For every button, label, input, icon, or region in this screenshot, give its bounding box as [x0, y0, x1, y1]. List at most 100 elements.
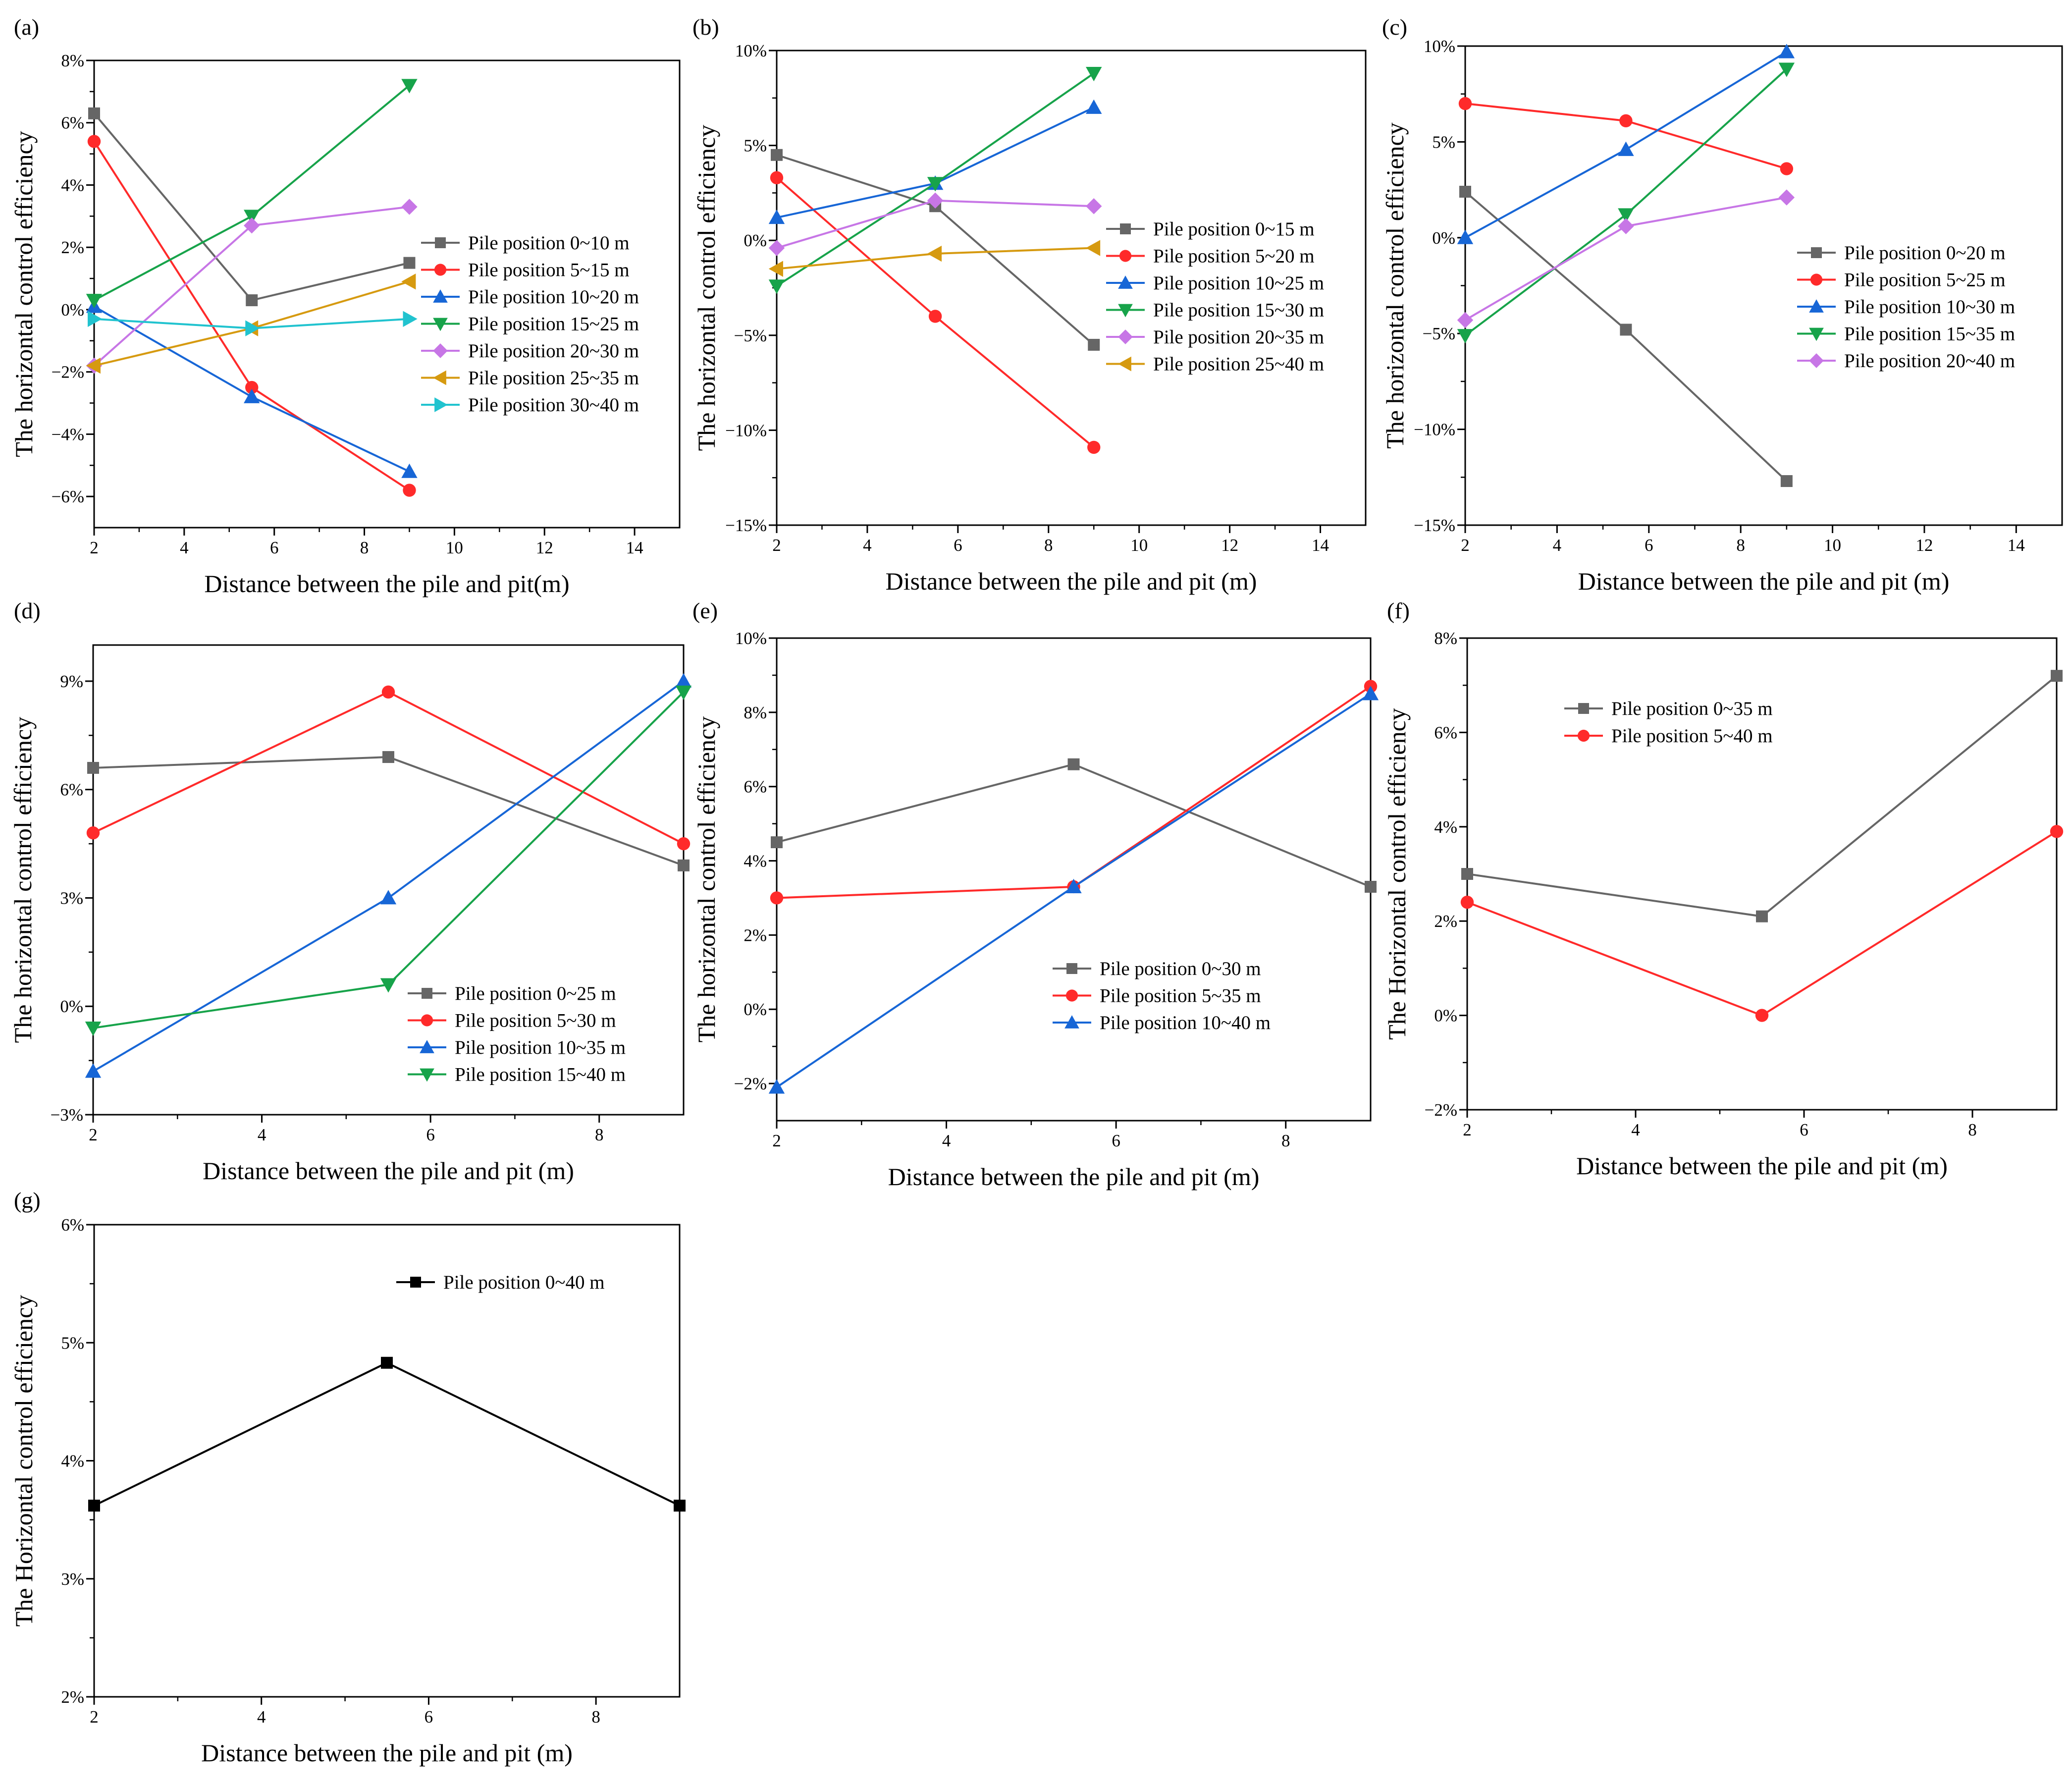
y-tick-label: 4%: [744, 852, 767, 871]
series-1: [1459, 185, 1793, 487]
y-tick-label: −15%: [1414, 516, 1455, 535]
x-tick-label: 2: [772, 536, 781, 555]
data-point: [1618, 208, 1634, 223]
legend-entry: Pile position 5~30 m: [408, 1010, 616, 1031]
data-point: [87, 761, 99, 774]
data-point: [771, 836, 783, 849]
data-point: [771, 149, 783, 161]
legend-label: Pile position 0~35 m: [1611, 698, 1773, 719]
x-axis-title: Distance between the pile and pit (m): [888, 1163, 1260, 1191]
y-tick-label: 6%: [1434, 723, 1457, 742]
legend-swatch-marker: [1118, 329, 1133, 344]
y-tick-label: 0%: [1432, 228, 1455, 248]
data-point: [1086, 198, 1102, 215]
series-line: [776, 763, 1371, 888]
x-tick-label: 8: [1736, 536, 1745, 555]
legend-swatch-marker: [433, 289, 448, 303]
y-axis-title: The horizontal control efficiency: [692, 716, 720, 1043]
x-axis-title: Distance between the pile and pit(m): [204, 570, 569, 597]
legend-swatch-marker: [422, 988, 432, 999]
data-point: [1067, 758, 1080, 770]
legend-entry: Pile position 5~15 m: [421, 260, 630, 281]
legend-swatch-marker: [1118, 356, 1131, 372]
legend-label: Pile position 15~25 m: [468, 314, 639, 335]
data-point: [674, 1500, 686, 1512]
data-point: [768, 279, 785, 294]
y-tick-label: 5%: [61, 1333, 84, 1353]
legend-label: Pile position 0~20 m: [1844, 242, 2006, 264]
data-point: [1778, 62, 1795, 77]
legend-entry: Pile position 5~40 m: [1564, 725, 1773, 747]
plot-frame: [776, 637, 1372, 1122]
x-tick-label: 4: [863, 536, 872, 555]
data-point: [1088, 338, 1100, 351]
chart-panel-f: (f) 2 4 6 8 −2% 0% 2% 4% 6% 8% Distance between the…: [1383, 598, 2064, 1180]
y-tick-label: 6%: [60, 780, 83, 800]
legend-entry: Pile position 5~35 m: [1053, 985, 1261, 1007]
legend-entry: Pile position 15~35 m: [1797, 324, 2015, 345]
series-4: [768, 67, 1102, 294]
data-point: [401, 463, 418, 478]
y-tick-label: 0%: [744, 1000, 767, 1019]
y-tick-label: 5%: [744, 136, 767, 156]
x-tick-label: 2: [89, 1125, 98, 1144]
chart-panel-e: (e) 2 4 6 8 −2% 0% 2% 4% 6% 8% 10% Distance between …: [692, 598, 1379, 1191]
legend-label: Pile position 0~30 m: [1100, 958, 1261, 979]
legend-swatch-marker: [1120, 223, 1131, 234]
data-point: [1065, 878, 1082, 893]
legend-swatch-marker: [410, 1277, 421, 1288]
y-tick-label: 2%: [1434, 912, 1457, 931]
x-tick-label: 2: [1463, 1120, 1472, 1139]
legend-swatch-marker: [435, 237, 446, 248]
series-line: [1464, 191, 1788, 482]
legend-entry: Pile position 15~30 m: [1106, 300, 1324, 321]
data-point: [770, 171, 784, 184]
x-axis-title: Distance between the pile and pit (m): [886, 567, 1257, 595]
x-tick-label: 6: [425, 1707, 433, 1727]
data-point: [245, 320, 260, 336]
legend-entry: Pile position 0~30 m: [1053, 958, 1261, 979]
x-tick-label: 4: [257, 1707, 266, 1727]
x-tick-label: 2: [90, 538, 99, 557]
legend-label: Pile position 10~40 m: [1100, 1012, 1271, 1033]
x-tick-label: 6: [426, 1125, 435, 1144]
chart-panel-d: (d) 2 4 6 8 −3% 0% 3% 6% 9% Distance between the p…: [9, 598, 692, 1185]
x-tick-label: 14: [626, 538, 643, 557]
x-tick-label: 8: [360, 538, 369, 557]
x-tick-label: 8: [595, 1125, 604, 1144]
y-tick-label: 3%: [61, 1570, 84, 1589]
data-point: [380, 978, 397, 993]
x-tick-label: 10: [446, 538, 463, 557]
x-tick-label: 14: [2008, 536, 2025, 555]
data-point: [678, 859, 690, 871]
data-point: [1619, 114, 1633, 128]
y-tick-label: 10%: [735, 41, 767, 60]
legend-swatch-marker: [1811, 247, 1822, 258]
series-5: [86, 199, 418, 374]
legend-entry: Pile position 10~30 m: [1797, 296, 2015, 318]
y-axis-title: The Horizontal control efficiency: [1383, 708, 1411, 1040]
data-point: [86, 357, 101, 374]
data-point: [1362, 686, 1379, 701]
x-tick-label: 8: [591, 1707, 600, 1727]
y-axis-title: The Horizontal control efficiency: [10, 1295, 38, 1627]
data-point: [87, 135, 101, 148]
chart-panel-b: (b) 2 4 6 8 10 12 14 −15% −10% −5% 0% 5% 10% Distance …: [692, 14, 1367, 595]
series-7: [88, 311, 418, 336]
chart-panel-a: (a) 2 4 6 8 10 12 14 −6% −4% −2% 0% 2% 4% 6% 8% Distance…: [10, 14, 681, 597]
legend-swatch-marker: [1066, 963, 1077, 974]
data-point: [768, 261, 783, 277]
legend-swatch-marker: [1065, 989, 1078, 1002]
x-tick-label: 6: [270, 538, 279, 557]
data-point: [381, 685, 395, 699]
x-tick-label: 4: [180, 538, 189, 557]
y-tick-label: −10%: [725, 421, 767, 440]
legend-label: Pile position 20~30 m: [468, 340, 639, 362]
legend-swatch-marker: [1810, 273, 1823, 286]
series-line: [94, 1361, 680, 1507]
data-point: [928, 310, 942, 323]
x-tick-label: 4: [942, 1131, 951, 1150]
x-tick-label: 6: [954, 536, 962, 555]
y-tick-label: −15%: [725, 516, 767, 535]
y-tick-label: −2%: [734, 1074, 767, 1093]
